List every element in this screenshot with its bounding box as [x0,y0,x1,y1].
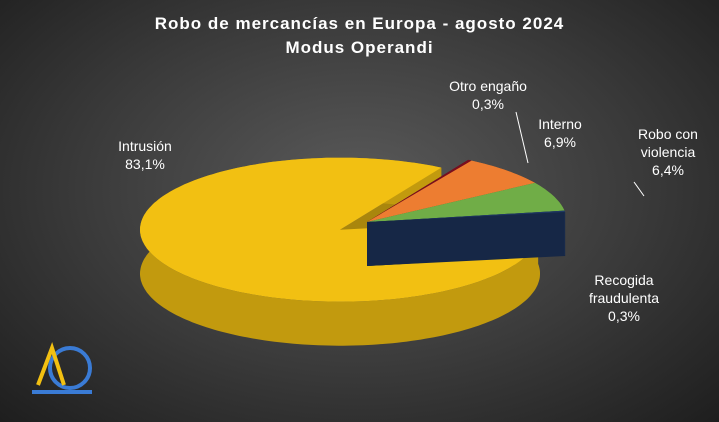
slice-top [140,157,540,302]
category-label: Otro engaño [449,78,527,94]
leader-line [633,181,645,197]
slice-label: Otro engaño 0,3% [433,77,543,113]
slice-label: Recogida fraudulenta 0,3% [579,271,669,325]
slice-side [564,210,566,256]
slice-top [367,182,565,222]
slice-top [367,210,566,222]
chart-subtitle: Modus Operandi [285,38,434,57]
slice [367,210,566,266]
slice-label: Intrusión 83,1% [90,137,200,173]
logo [32,341,92,394]
value-label: 0,3% [472,96,504,112]
category-label: Robo con violencia [638,126,698,160]
category-label: Recogida fraudulenta [588,272,660,306]
slice-top [367,159,472,222]
category-label: Intrusión [118,138,172,154]
value-label: 83,1% [125,156,165,172]
slice-label: Interno 6,9% [520,115,600,151]
category-label: Interno [538,116,582,132]
leader-line [515,111,529,164]
value-label: 6,9% [544,134,576,150]
slice-top [367,160,535,222]
value-label: 6,4% [652,162,684,178]
value-label: 0,3% [608,308,640,324]
chart-title: Robo de mercancías en Europa - agosto 20… [154,14,565,33]
slice-wall [367,212,566,266]
slice-label: Robo con violencia 6,4% [628,125,708,179]
